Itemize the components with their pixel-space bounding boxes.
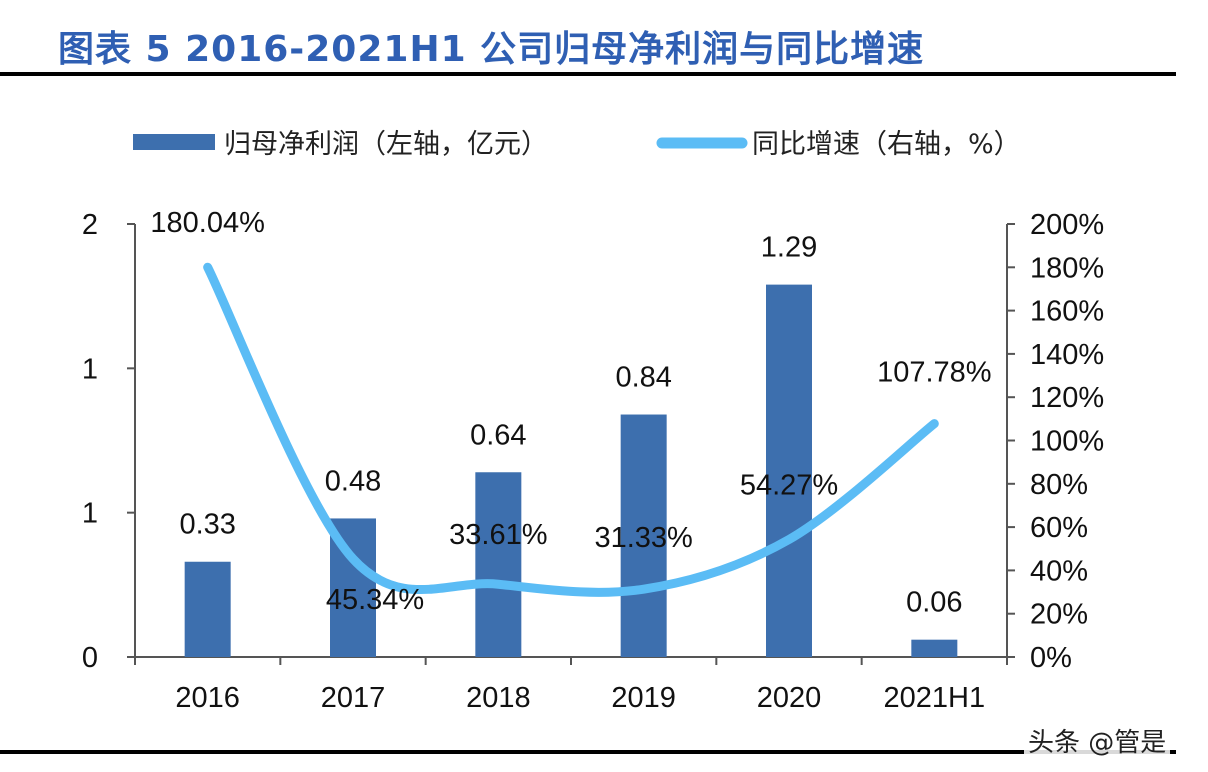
left-tick-label: 2 xyxy=(82,209,98,241)
bar-label: 0.84 xyxy=(615,362,671,394)
bar-2019 xyxy=(620,414,667,657)
line-label: 31.33% xyxy=(594,522,692,554)
bar-label: 0.33 xyxy=(179,509,235,541)
line-label: 45.34% xyxy=(326,584,424,616)
x-tick-label: 2017 xyxy=(321,682,386,714)
bar-2021H1 xyxy=(911,639,958,657)
right-tick-label: 0% xyxy=(1030,642,1072,674)
legend-bar-swatch xyxy=(133,134,215,150)
bar-2016 xyxy=(184,561,231,657)
right-tick-label: 80% xyxy=(1030,469,1088,501)
left-tick-label: 0 xyxy=(82,642,98,674)
chart-title: 图表 5 2016-2021H1 公司归母净利润与同比增速 xyxy=(58,29,925,70)
left-tick-label: 1 xyxy=(82,353,98,385)
right-tick-label: 20% xyxy=(1030,599,1088,631)
line-label: 54.27% xyxy=(740,470,838,502)
growth-line xyxy=(203,262,939,597)
bar-label: 1.29 xyxy=(761,232,817,264)
x-tick-label: 2018 xyxy=(466,682,531,714)
right-tick-label: 200% xyxy=(1030,209,1104,241)
bar-label: 0.64 xyxy=(470,419,526,451)
right-tick-label: 100% xyxy=(1030,426,1104,458)
line-label: 33.61% xyxy=(449,519,547,551)
right-tick-label: 120% xyxy=(1030,382,1104,414)
bar-label: 0.48 xyxy=(325,465,381,497)
right-tick-label: 40% xyxy=(1030,555,1088,587)
line-label: 180.04% xyxy=(150,207,265,239)
x-tick-label: 2019 xyxy=(611,682,676,714)
bar-2020 xyxy=(766,284,812,657)
left-tick-label: 1 xyxy=(82,498,98,530)
bottom-divider xyxy=(0,750,1176,754)
bar-label: 0.06 xyxy=(906,587,962,619)
legend-bar-label: 归母净利润（左轴，亿元） xyxy=(224,129,548,160)
line-label: 107.78% xyxy=(877,357,992,389)
title-divider xyxy=(0,72,1176,76)
x-tick-label: 2020 xyxy=(757,682,822,714)
right-tick-label: 180% xyxy=(1030,252,1104,284)
bar-2018 xyxy=(475,472,522,657)
x-tick-label: 2021H1 xyxy=(884,682,986,714)
legend-line-label: 同比增速（右轴，%） xyxy=(752,129,1021,160)
right-tick-label: 140% xyxy=(1030,339,1104,371)
right-tick-label: 60% xyxy=(1030,512,1088,544)
watermark: 头条 @管是 xyxy=(1024,722,1171,759)
right-tick-label: 160% xyxy=(1030,296,1104,328)
x-tick-label: 2016 xyxy=(175,682,240,714)
